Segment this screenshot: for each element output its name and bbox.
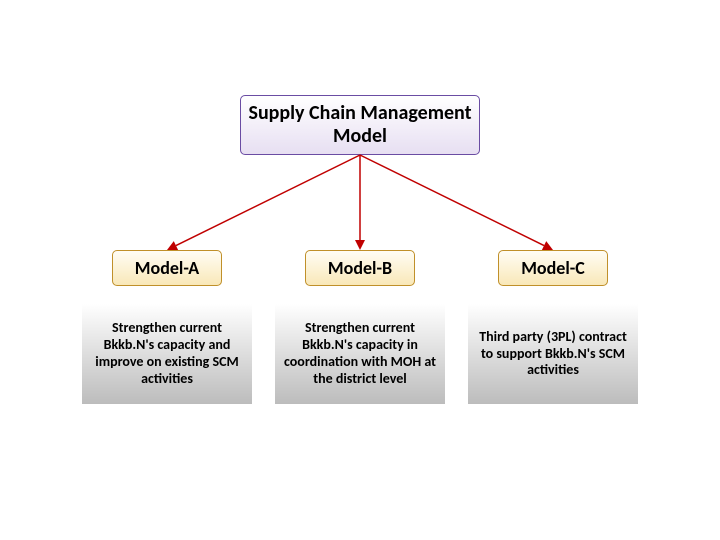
model-a-description: Strengthen current Bkkb.N's capacity and… <box>82 304 252 404</box>
model-a-label: Model-A <box>135 257 199 279</box>
model-c-node: Model-C <box>498 250 608 286</box>
model-b-label: Model-B <box>328 257 392 279</box>
model-b-description: Strengthen current Bkkb.N's capacity in … <box>275 304 445 404</box>
root-node-label: Supply Chain Management Model <box>241 102 479 148</box>
model-a-description-text: Strengthen current Bkkb.N's capacity and… <box>90 320 244 387</box>
root-node: Supply Chain Management Model <box>240 95 480 155</box>
model-b-description-text: Strengthen current Bkkb.N's capacity in … <box>283 320 437 387</box>
model-c-description: Third party (3PL) contract to support Bk… <box>468 304 638 404</box>
model-b-node: Model-B <box>305 250 415 286</box>
model-c-label: Model-C <box>521 257 585 279</box>
model-c-description-text: Third party (3PL) contract to support Bk… <box>476 329 630 379</box>
model-a-node: Model-A <box>112 250 222 286</box>
